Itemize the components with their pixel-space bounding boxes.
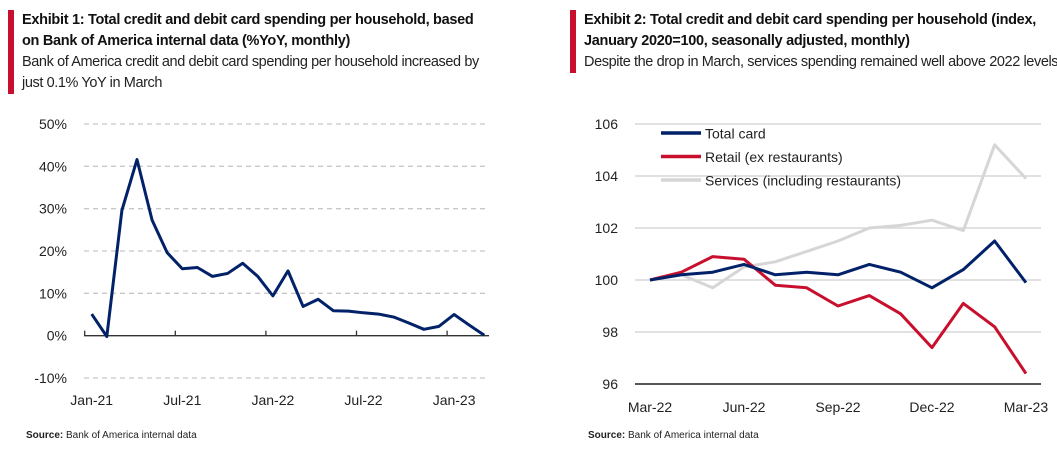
series-line-yoy — [90, 158, 486, 339]
source-text: Bank of America internal data — [66, 430, 197, 441]
exhibit1-source: Source: Bank of America internal data — [26, 430, 197, 441]
exhibit1-subtitle: Bank of America credit and debit card sp… — [22, 54, 479, 91]
y-tick-label: 102 — [595, 220, 619, 236]
y-tick-label: 50% — [39, 116, 67, 132]
y-tick-label: -10% — [34, 370, 67, 386]
x-tick-label: Sep-22 — [815, 399, 860, 415]
x-tick-label: Jun-22 — [723, 399, 766, 415]
series-line-total-card — [649, 239, 1028, 290]
x-tick-label: Mar-23 — [1004, 399, 1049, 415]
source-label: Source: — [588, 430, 626, 441]
legend-label: Services (including restaurants) — [705, 173, 901, 189]
y-tick-label: 104 — [595, 168, 619, 184]
x-tick-label: Dec-22 — [909, 399, 954, 415]
y-tick-label: 40% — [39, 158, 67, 174]
source-text: Bank of America internal data — [628, 430, 759, 441]
x-tick-label: Jan-21 — [70, 392, 113, 408]
x-tick-label: Jan-23 — [433, 392, 476, 408]
x-tick-label: Jan-22 — [251, 392, 294, 408]
exhibit2-title: Exhibit 2: Total credit and debit card s… — [584, 12, 1036, 49]
y-tick-label: 96 — [602, 376, 618, 392]
y-tick-label: 98 — [602, 324, 618, 340]
y-tick-label: 106 — [595, 116, 619, 132]
exhibit2-subtitle: Despite the drop in March, services spen… — [584, 54, 1057, 70]
exhibit2-source: Source: Bank of America internal data — [588, 430, 759, 441]
exhibit1-title: Exhibit 1: Total credit and debit card s… — [22, 12, 474, 49]
y-tick-label: 0% — [47, 328, 67, 344]
source-label: Source: — [26, 430, 64, 441]
series-line-services-including-restaurants- — [649, 143, 1028, 290]
y-tick-label: 10% — [39, 285, 67, 301]
x-tick-label: Mar-22 — [628, 399, 673, 415]
x-tick-label: Jul-21 — [163, 392, 201, 408]
y-tick-label: 30% — [39, 201, 67, 217]
y-tick-label: 20% — [39, 243, 67, 259]
x-tick-label: Jul-22 — [344, 392, 382, 408]
exhibit2-header: Exhibit 2: Total credit and debit card s… — [570, 10, 1057, 73]
exhibit1-header: Exhibit 1: Total credit and debit card s… — [8, 10, 492, 94]
legend-label: Total card — [705, 126, 766, 142]
y-tick-label: 100 — [595, 272, 619, 288]
legend-label: Retail (ex restaurants) — [705, 149, 843, 165]
